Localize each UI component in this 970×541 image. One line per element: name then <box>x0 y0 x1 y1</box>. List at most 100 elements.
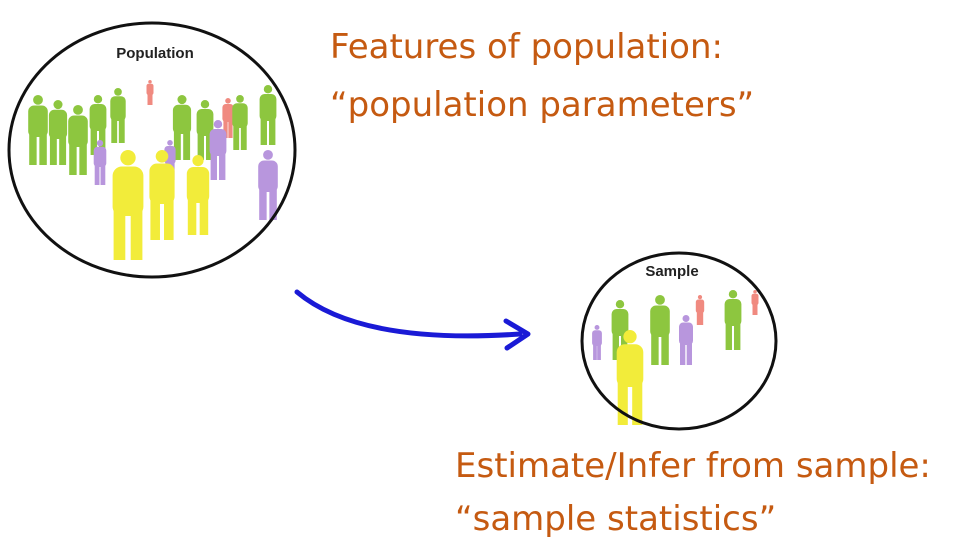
body <box>650 305 670 337</box>
leg <box>29 133 37 165</box>
person <box>28 95 48 165</box>
person <box>592 325 602 360</box>
leg <box>725 323 732 350</box>
person <box>149 150 175 240</box>
head <box>225 98 231 104</box>
head <box>655 295 665 305</box>
head <box>682 315 690 322</box>
body <box>611 309 629 336</box>
head <box>753 290 757 294</box>
head <box>33 95 43 105</box>
leg <box>223 120 228 138</box>
head <box>73 105 83 115</box>
leg <box>259 188 267 220</box>
leg <box>111 118 118 143</box>
head <box>114 88 122 96</box>
leg <box>617 382 628 425</box>
head <box>615 300 625 309</box>
person <box>146 80 154 105</box>
head <box>594 325 600 330</box>
body <box>616 344 644 387</box>
head <box>177 95 187 105</box>
person <box>196 100 214 160</box>
head <box>167 140 173 146</box>
sample-text-line: Estimate/Infer from sample: <box>455 446 931 486</box>
body <box>679 322 693 345</box>
person <box>222 98 234 138</box>
leg <box>39 133 47 165</box>
leg <box>210 153 217 180</box>
body <box>68 115 88 147</box>
leg <box>240 125 247 150</box>
body <box>48 109 68 139</box>
head <box>728 290 738 299</box>
person <box>68 105 88 175</box>
person <box>93 140 107 185</box>
leg <box>754 303 758 315</box>
head <box>623 330 637 344</box>
sample-label: Sample <box>645 263 698 280</box>
person <box>112 150 144 260</box>
leg <box>696 311 700 325</box>
person <box>209 120 227 180</box>
leg <box>700 311 704 325</box>
body <box>196 109 214 136</box>
body <box>258 160 278 192</box>
leg <box>680 342 686 365</box>
body <box>28 105 48 137</box>
head <box>120 150 136 166</box>
leg <box>651 333 659 365</box>
leg <box>94 164 100 185</box>
leg <box>164 199 174 240</box>
body <box>724 299 742 326</box>
person <box>89 95 107 155</box>
person <box>172 95 192 160</box>
sample-text-line: “sample statistics” <box>455 499 776 539</box>
person <box>679 315 693 365</box>
leg <box>734 323 741 350</box>
person <box>751 290 759 315</box>
leg <box>173 130 181 160</box>
head <box>93 95 103 104</box>
head <box>155 150 169 163</box>
sample-circle <box>580 251 778 431</box>
leg <box>187 199 197 235</box>
head <box>148 80 152 84</box>
body <box>89 104 107 131</box>
population-label: Population <box>116 45 194 62</box>
head <box>263 85 273 94</box>
leg <box>59 135 67 165</box>
leg <box>752 303 756 315</box>
sample-figures <box>592 290 759 425</box>
leg <box>100 164 106 185</box>
head <box>213 120 223 129</box>
leg <box>149 93 153 105</box>
head <box>697 295 703 300</box>
population-figures <box>28 80 278 260</box>
body <box>751 293 759 305</box>
leg <box>113 210 126 260</box>
person <box>232 95 248 150</box>
population-circle <box>7 21 297 279</box>
population-text-line: Features of population: <box>330 27 723 67</box>
leg <box>597 344 601 360</box>
arrow <box>294 289 523 339</box>
population-text-line: “population parameters” <box>330 85 754 125</box>
leg <box>269 188 277 220</box>
leg <box>612 333 619 360</box>
leg <box>150 199 160 240</box>
leg <box>206 133 213 160</box>
body <box>112 166 144 216</box>
leg <box>130 210 143 260</box>
head <box>263 150 273 160</box>
person <box>695 295 705 325</box>
leg <box>147 93 151 105</box>
person <box>259 85 277 145</box>
head <box>96 140 104 147</box>
body <box>209 129 227 156</box>
head <box>236 95 244 103</box>
body <box>232 103 248 128</box>
leg <box>79 143 87 175</box>
body <box>172 104 192 134</box>
